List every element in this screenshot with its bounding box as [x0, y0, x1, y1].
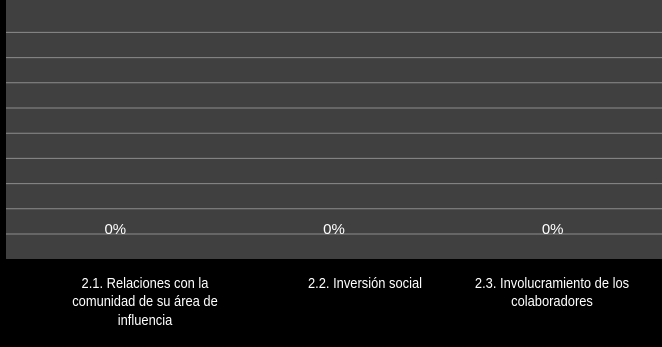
plot-area: [6, 0, 662, 259]
category-label: 2.3. Involucramiento de los colaboradore…: [474, 275, 630, 311]
data-label: 0%: [542, 221, 564, 238]
category-label: 2.2. Inversión social: [307, 275, 423, 292]
gridlines: [6, 31, 662, 235]
category-label: 2.1. Relaciones con la comunidad de su á…: [72, 275, 218, 329]
data-label: 0%: [323, 221, 345, 238]
data-labels: 0% 0% 0%: [104, 221, 563, 238]
data-label: 0%: [104, 221, 126, 238]
